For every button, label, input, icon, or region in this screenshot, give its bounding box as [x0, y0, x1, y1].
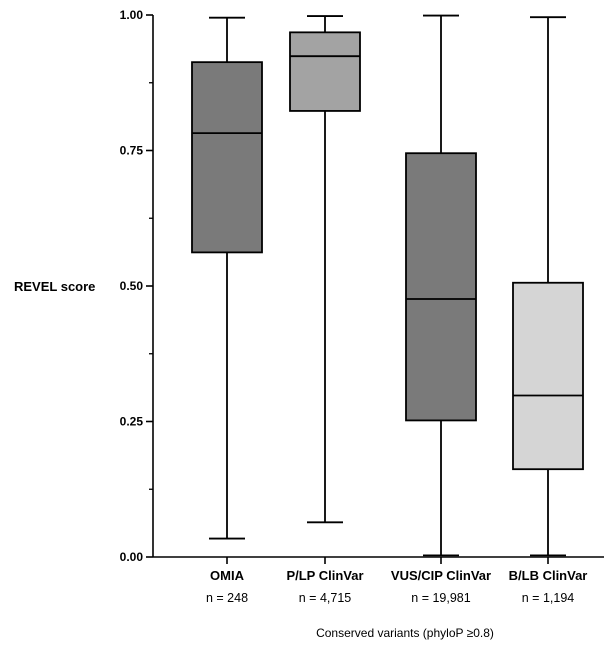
- category-label: VUS/CIP ClinVar: [391, 568, 491, 583]
- iqr-box: [405, 152, 477, 422]
- x-axis-label: Conserved variants (phyloP ≥0.8): [316, 626, 494, 640]
- iqr-box: [191, 61, 263, 254]
- x-axis: OMIA n = 248 P/LP ClinVar n = 4,715 VUS/CIP …: [153, 556, 604, 605]
- iqr-box: [289, 31, 361, 112]
- y-tick-label: 0.75: [120, 144, 144, 158]
- box-1: [191, 16, 263, 540]
- category-label: P/LP ClinVar: [286, 568, 363, 583]
- count-label: n = 1,194: [522, 591, 575, 605]
- box-2: [289, 15, 361, 524]
- y-tick-label: 0.50: [120, 279, 144, 293]
- y-axis-label: REVEL score: [14, 279, 95, 294]
- y-tick-label: 0.25: [120, 415, 144, 429]
- category-label: B/LB ClinVar: [509, 568, 588, 583]
- box-4: [512, 16, 584, 557]
- iqr-box: [512, 281, 584, 471]
- box-3: [405, 14, 477, 557]
- y-tick-label: 0.00: [120, 550, 144, 564]
- count-label: n = 248: [206, 591, 248, 605]
- y-tick-label: 1.00: [120, 8, 144, 22]
- count-label: n = 19,981: [411, 591, 470, 605]
- count-label: n = 4,715: [299, 591, 352, 605]
- box-series: [191, 14, 584, 557]
- y-axis: 0.00 0.25 0.50 0.75 1.00: [120, 8, 154, 564]
- category-label: OMIA: [210, 568, 245, 583]
